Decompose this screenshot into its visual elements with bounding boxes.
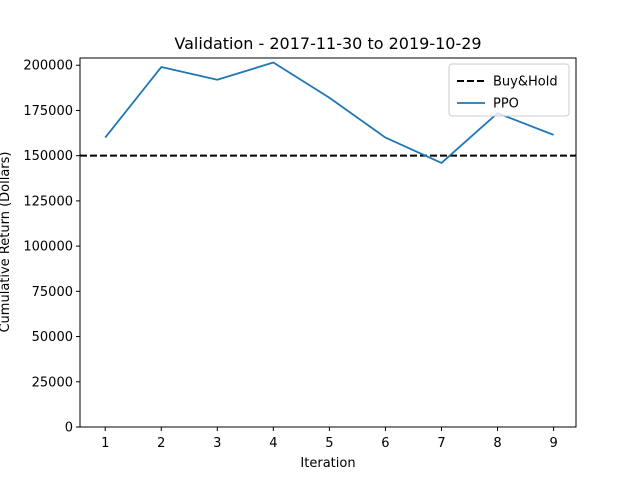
legend-label-buy-hold: Buy&Hold [493,75,558,90]
chart-title: Validation - 2017-11-30 to 2019-10-29 [174,34,481,53]
x-tick-label: 6 [381,436,389,451]
y-tick-label: 200000 [23,59,73,74]
x-axis-label: Iteration [300,456,355,471]
legend: Buy&Hold PPO [448,63,570,117]
legend-label-ppo: PPO [493,97,519,112]
x-tick-label: 3 [213,436,221,451]
plot-frame [79,57,577,428]
y-tick-label: 25000 [32,375,73,390]
y-tick-label: 125000 [23,194,73,209]
x-tick-label: 5 [325,436,333,451]
x-tick-label: 1 [101,436,109,451]
x-tick-label: 2 [157,436,165,451]
x-axis: 1 2 3 4 5 6 7 8 9 [101,427,558,451]
y-tick-label: 50000 [32,330,73,345]
x-tick-label: 8 [493,436,501,451]
x-tick-label: 4 [269,436,277,451]
y-tick-label: 0 [65,421,73,436]
y-axis: 0 25000 50000 75000 100000 125000 150000 175000… [23,59,80,436]
y-tick-label: 150000 [23,149,73,164]
y-tick-label: 75000 [32,285,73,300]
y-tick-label: 100000 [23,240,73,255]
x-tick-label: 9 [549,436,557,451]
y-axis-label: Cumulative Return (Dollars) [0,151,13,332]
x-tick-label: 7 [437,436,445,451]
y-tick-label: 175000 [23,104,73,119]
